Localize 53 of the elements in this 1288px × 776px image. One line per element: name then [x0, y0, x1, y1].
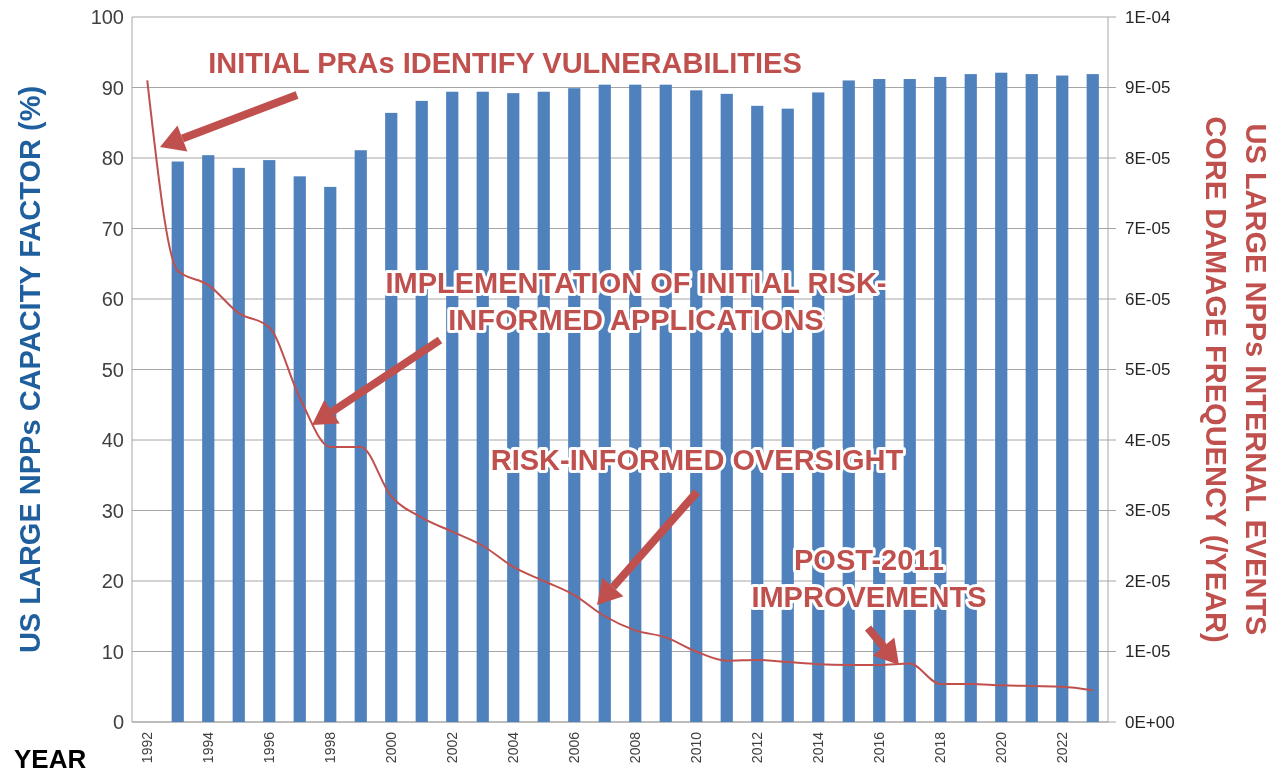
y2-tick-label: 4E-05	[1125, 430, 1171, 450]
y-tick-label: 90	[101, 76, 124, 99]
x-tick-label: 2022	[1054, 731, 1071, 764]
y-tick-label: 100	[90, 6, 124, 28]
x-tick-label: 2008	[627, 731, 644, 764]
y2-tick-label: 2E-05	[1125, 571, 1171, 591]
y2-tick-label: 0E+00	[1125, 712, 1175, 732]
y-tick-label: 70	[101, 217, 124, 240]
x-tick-label: 2010	[688, 731, 705, 764]
y2-tick-label: 5E-05	[1125, 360, 1171, 380]
y-tick-label: 50	[101, 358, 124, 381]
bar	[995, 72, 1008, 722]
y-tick-label: 60	[101, 288, 124, 310]
bar	[354, 150, 367, 722]
y-tick-label: 80	[101, 147, 124, 169]
y-tick-label: 0	[112, 711, 124, 733]
x-tick-label: 2018	[932, 731, 949, 764]
y-tick-label: 30	[101, 499, 124, 522]
x-tick-label: 2016	[871, 731, 888, 764]
bar	[293, 176, 306, 722]
y-tick-label: 20	[101, 570, 124, 592]
bar	[171, 161, 184, 722]
bar	[1025, 74, 1038, 722]
x-tick-label: 1998	[322, 731, 339, 764]
x-tick-label: 1992	[139, 731, 156, 764]
bar	[1056, 75, 1069, 722]
y2-tick-label: 8E-05	[1125, 148, 1171, 168]
x-tick-label: 1994	[200, 731, 217, 764]
y2-axis-title: US LARGE NPPs INTERNAL EVENTS CORE DAMAGE FREQUENCY (/YEAR)	[1200, 116, 1272, 643]
bar	[202, 155, 215, 722]
y2-tick-label: 1E-04	[1125, 7, 1171, 27]
y2-tick-label: 3E-05	[1125, 501, 1171, 521]
bar	[232, 167, 245, 722]
x-tick-label: 2004	[505, 731, 522, 764]
y2-tick-label: 9E-05	[1125, 78, 1171, 98]
y-axis-title: US LARGE NPPs CAPACITY FACTOR (%)	[14, 85, 46, 654]
bar	[1086, 74, 1099, 722]
x-tick-label: 2000	[383, 731, 400, 764]
line-series	[146, 79, 1094, 692]
x-tick-label: 2020	[993, 731, 1010, 764]
x-axis-title: YEAR	[14, 744, 87, 774]
y2-tick-label: 7E-05	[1125, 219, 1171, 239]
y2-tick-label: 6E-05	[1125, 289, 1171, 309]
x-tick-label: 2002	[444, 731, 461, 764]
bar	[263, 160, 276, 722]
y-tick-label: 40	[101, 429, 124, 451]
y2-tick-label: 1E-05	[1125, 642, 1171, 662]
annotation: INITIAL PRAs IDENTIFY VULNERABILITIES	[208, 47, 802, 79]
x-tick-label: 2014	[810, 731, 827, 764]
x-tick-label: 1996	[261, 731, 278, 764]
x-tick-label: 2006	[566, 731, 583, 764]
x-tick-label: 2012	[749, 731, 766, 764]
y-tick-label: 10	[101, 640, 124, 663]
